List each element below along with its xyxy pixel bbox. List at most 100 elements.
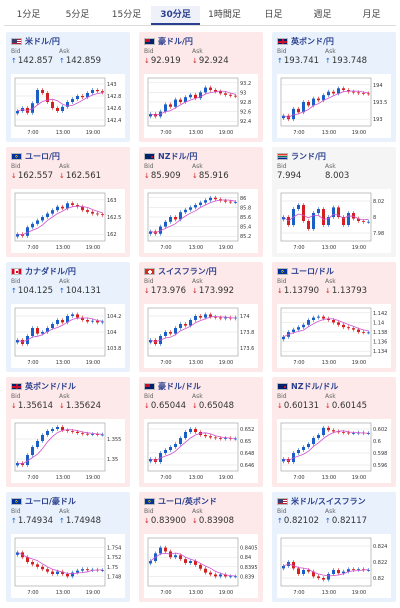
candlestick-chart[interactable]: 0.8405 0.84 0.8395 0.839 7:00 13:00 19:00 [144,534,258,598]
tab-4[interactable]: 1時間足 [208,10,241,20]
candle-body [184,97,187,102]
au-flag-icon [144,382,155,390]
tab-5[interactable]: 日足 [264,10,283,20]
ask-label: Ask [325,48,336,55]
candlestick-chart[interactable]: 0.824 0.822 0.82 7:00 13:00 19:00 [277,534,391,598]
currency-card[interactable]: ユーロ/円 Bid Ask ↓162.557 ↓162.561 163 162.5 162 7:… [6,147,130,257]
price-row: ↓92.919 ↓92.924 [144,55,258,66]
pair-name-link[interactable]: スイスフラン/円 [158,266,217,276]
candle-body [234,576,237,578]
candle-body [204,200,207,203]
card-header: 米ドル/スイスフラン [277,495,391,507]
candlestick-chart[interactable]: 1.355 1.35 7:00 13:00 19:00 [11,419,125,483]
currency-card[interactable]: 米ドル/円 Bid Ask ↑142.857 ↑142.859 143 142.8 142.6… [6,32,130,142]
y-tick-label: 162.5 [107,215,121,221]
candle-body [81,96,84,98]
candle-body [46,431,49,435]
pair-name-link[interactable]: ユーロ/豪ドル [25,496,76,506]
candle-body [194,429,197,432]
pair-name-link[interactable]: 米ドル/円 [25,36,60,46]
currency-card[interactable]: NZドル/円 Bid Ask ↓85.909 ↓85.916 86 85.8 85.6 85.4… [139,147,263,257]
candle-body [66,574,69,577]
candle-body [51,324,54,328]
currency-grid: 米ドル/円 Bid Ask ↑142.857 ↑142.859 143 142.8 142.6… [6,32,396,602]
y-tick-label: 7.98 [373,231,384,237]
candlestick-chart[interactable]: 86 85.8 85.6 85.4 85.2 7:00 13:00 19:00 [144,189,258,253]
moving-average-line [283,430,369,461]
y-tick-label: 142.8 [107,94,121,100]
candle-body [51,102,54,108]
candlestick-chart[interactable]: 8.02 8 7.98 7:00 13:00 19:00 [277,189,391,253]
pair-name-link[interactable]: ユーロ/ドル [291,266,334,276]
currency-card[interactable]: ユーロ/英ポンド Bid Ask ↓0.83900 ↓0.83908 0.8405 0.84… [139,492,263,602]
bid-label: Bid [277,393,287,400]
pair-name-link[interactable]: NZドル/円 [158,151,198,161]
pair-name-link[interactable]: ユーロ/英ポンド [158,496,217,506]
candle-body [46,93,49,102]
moving-average-line [283,90,369,118]
candle-body [327,318,330,320]
pair-name-link[interactable]: 英ポンド/ドル [25,381,76,391]
currency-card[interactable]: ランド/円 Bid Ask 7.994 8.003 8.02 8 7.98 7:00 13:00 1… [272,147,396,257]
currency-card[interactable]: 米ドル/スイスフラン Bid Ask ↑0.82102 ↑0.82117 0.824 0.8… [272,492,396,602]
candle-body [174,217,177,220]
x-tick-label: 13:00 [322,475,336,481]
pair-name-link[interactable]: 豪ドル/円 [158,36,193,46]
moving-average-line [17,552,103,575]
currency-card[interactable]: カナダドル/円 Bid Ask ↑104.125 ↑104.131 104.2 104 103… [6,262,130,372]
candlestick-chart[interactable]: 0.652 0.65 0.648 0.646 7:00 13:00 19:00 [144,419,258,483]
pair-name-link[interactable]: カナダドル/円 [25,266,76,276]
candle-body [36,564,39,567]
candlestick-chart[interactable]: 1.754 1.752 1.75 1.748 7:00 13:00 19:00 [11,534,125,598]
y-tick-label: 193 [373,117,383,123]
currency-card[interactable]: ユーロ/ドル Bid Ask ↓1.13790 ↓1.13793 1.142 1.14 1.1… [272,262,396,372]
currency-card[interactable]: 英ポンド/円 Bid Ask ↑193.741 ↑193.748 194 193.5 193 7… [272,32,396,142]
pair-name-link[interactable]: 豪ドル/ドル [158,381,201,391]
currency-card[interactable]: ユーロ/豪ドル Bid Ask ↑1.74934 ↑1.74948 1.754 1.752 1… [6,492,130,602]
y-tick-label: 143 [107,82,117,88]
candle-body [179,438,182,444]
candlestick-chart[interactable]: 0.602 0.6 0.598 0.596 7:00 13:00 19:00 [277,419,391,483]
card-header: ランド/円 [277,150,391,162]
pair-name-link[interactable]: 英ポンド/円 [291,36,334,46]
currency-card[interactable]: 豪ドル/ドル Bid Ask ↓0.65044 ↓0.65048 0.652 0.65 0.6… [139,377,263,487]
candle-body [234,95,237,97]
price-row: ↓1.13790 ↓1.13793 [277,285,391,296]
currency-card[interactable]: 英ポンド/ドル Bid Ask ↓1.35614 ↓1.35624 1.355 1.35 7:… [6,377,130,487]
currency-card[interactable]: NZドル/ドル Bid Ask ↓0.60131 ↓0.60145 0.602 0.6 0.5… [272,377,396,487]
tab-6[interactable]: 週足 [313,10,332,20]
candle-body [76,570,79,573]
candlestick-chart[interactable]: 1.142 1.14 1.138 1.136 1.134 7:00 13:00 19:00 [277,304,391,368]
tab-1[interactable]: 5分足 [65,10,90,20]
x-tick-label: 7:00 [160,130,171,136]
pair-name-link[interactable]: 米ドル/スイスフラン [291,496,366,506]
tab-0[interactable]: 1分足 [16,10,41,20]
currency-card[interactable]: スイスフラン/円 Bid Ask ↓173.976 ↓173.992 174 173.8 17… [139,262,263,372]
candle-body [189,94,192,98]
candle-body [362,93,365,94]
candlestick-chart[interactable]: 93.2 93 92.8 92.6 92.4 7:00 13:00 19:00 [144,74,258,138]
candle-body [169,217,172,222]
pair-name-link[interactable]: NZドル/ドル [291,381,339,391]
pair-name-link[interactable]: ユーロ/円 [25,151,60,161]
candle-body [31,328,34,336]
candlestick-chart[interactable]: 163 162.5 162 7:00 13:00 19:00 [11,189,125,253]
candlestick-chart[interactable]: 143 142.8 142.6 142.4 7:00 13:00 19:00 [11,74,125,138]
candlestick-chart[interactable]: 194 193.5 193 7:00 13:00 19:00 [277,74,391,138]
candle-body [26,455,29,465]
candle-body [81,206,84,211]
bid-ask-labels: Bid Ask [11,278,125,285]
arrow-down-icon: ↓ [192,56,198,65]
candlestick-chart[interactable]: 174 173.8 173.6 7:00 13:00 19:00 [144,304,258,368]
tab-7[interactable]: 月足 [362,10,381,20]
arrow-up-icon: ↑ [59,516,65,525]
candlestick-chart[interactable]: 104.2 104 103.8 7:00 13:00 19:00 [11,304,125,368]
pair-name-link[interactable]: ランド/円 [291,151,326,161]
bid-price: 85.909 [150,170,181,181]
currency-card[interactable]: 豪ドル/円 Bid Ask ↓92.919 ↓92.924 93.2 93 92.8 92.6 9… [139,32,263,142]
ask-label: Ask [59,278,70,285]
tab-3[interactable]: 30分足 [151,6,200,25]
tab-2[interactable]: 15分足 [111,10,142,20]
bid-price-cell: ↓1.13790 [277,286,325,296]
candle-body [282,566,285,569]
